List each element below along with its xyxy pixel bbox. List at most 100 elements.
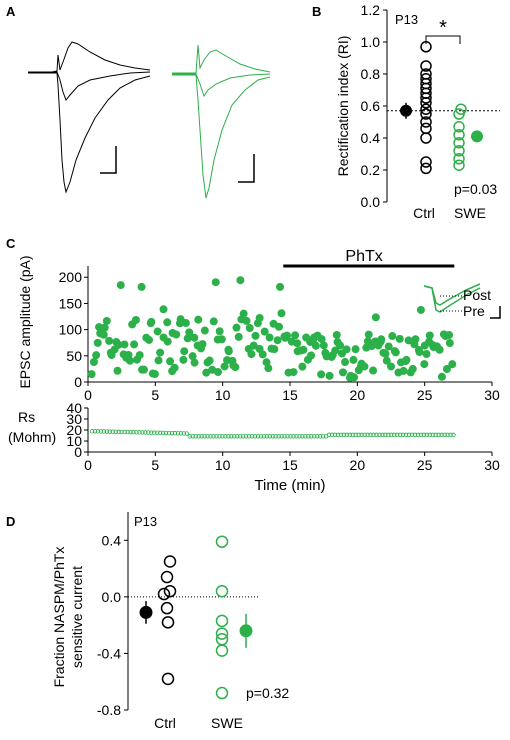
- panel-c-epsc-point: [156, 348, 165, 357]
- panel-c-rs-point: [394, 432, 400, 438]
- panel-c-rs-point: [439, 432, 444, 438]
- panel-c-top-x-tick-label: 15: [282, 387, 298, 403]
- panel-c-rs-point: [306, 434, 311, 439]
- panel-c-rs-point: [163, 430, 169, 436]
- panel-c-epsc-point: [140, 365, 149, 374]
- panel-c-bottom-y-tick-label: 20: [66, 422, 82, 438]
- panel-c-epsc-point: [92, 351, 101, 360]
- panel-c-epsc-point: [298, 362, 307, 371]
- panel-c-epsc-point: [234, 332, 243, 341]
- panel-c-rs-point: [451, 432, 456, 438]
- panel-c-rs-point: [380, 432, 385, 438]
- panel-c-rs-point: [255, 434, 261, 439]
- panel-c-epsc-point: [147, 317, 156, 326]
- panel-c-rs-point: [332, 432, 338, 438]
- panel-c-bottom-y-tick-label: 10: [66, 433, 82, 449]
- panel-c-rs-point: [252, 434, 258, 439]
- panel-c-rs-point: [392, 432, 397, 438]
- panel-c-rs-point: [344, 432, 350, 438]
- panel-c-epsc-point: [251, 331, 260, 340]
- panel-c-epsc-point: [224, 347, 233, 356]
- panel-c-rs-point: [383, 432, 388, 438]
- panel-c-rs-point: [140, 430, 145, 435]
- panel-d-y-tick-label: -0.8: [97, 702, 121, 718]
- panel-c-epsc-point: [382, 356, 391, 365]
- panel-c-bottom-y-label-line1: Rs: [18, 409, 35, 425]
- panel-b-sig-star: *: [439, 17, 447, 39]
- panel-d-point-swe: [215, 644, 229, 657]
- panel-c-rs-point: [160, 430, 166, 436]
- panel-c-epsc-point: [325, 371, 334, 380]
- panel-d-point-ctrl: [160, 570, 174, 584]
- panel-c-rs-point: [196, 434, 201, 439]
- panel-c-top-x-tick-label: 25: [417, 387, 433, 403]
- panel-c-epsc-point: [364, 330, 373, 339]
- panel-c-epsc-point: [336, 341, 345, 350]
- panel-b-point-ctrl: [420, 156, 432, 168]
- panel-c-epsc-point: [217, 335, 226, 344]
- panel-c-rs-point: [347, 432, 352, 438]
- panel-d-point-ctrl: [163, 555, 177, 568]
- panel-c-epsc-point: [293, 339, 302, 348]
- panel-c-epsc-point: [395, 334, 404, 343]
- panel-c-epsc-point: [200, 326, 209, 335]
- panel-d-point-ctrl: [163, 584, 177, 598]
- panel-c-epsc-point: [105, 336, 114, 345]
- panel-c-rs-point: [137, 430, 142, 435]
- panel-c-epsc-point: [205, 356, 214, 365]
- panel-c-epsc-point: [391, 348, 400, 357]
- panel-label-a: A: [6, 4, 16, 19]
- panel-c-rs-point: [110, 429, 115, 434]
- panel-c-rs-point: [101, 429, 107, 434]
- panel-c-rs-point: [442, 432, 447, 438]
- panel-b-point-ctrl: [420, 122, 432, 135]
- panel-c-epsc-point: [180, 347, 189, 356]
- panel-c-rs-point: [288, 434, 293, 439]
- panel-c-rs-point: [220, 434, 225, 439]
- panel-c-rs-point: [341, 432, 347, 438]
- panel-c-epsc-point: [332, 330, 341, 339]
- panel-d-y-label-line1: Fraction NASPM/PhTx: [51, 547, 67, 688]
- panel-c-epsc-point: [99, 330, 108, 339]
- panel-a-swe-scalebar: [238, 154, 255, 183]
- panel-c-rs-point: [371, 432, 376, 438]
- panel-b-sig-bracket: [425, 35, 461, 44]
- panel-d-category-swe: SWE: [211, 715, 243, 731]
- panel-d-point-ctrl: [160, 601, 174, 615]
- panel-c-rs-point: [208, 434, 213, 439]
- panel-c-epsc-point: [247, 350, 256, 359]
- panel-b-point-ctrl: [420, 162, 432, 175]
- panel-c-epsc-point: [153, 327, 162, 336]
- panel-c-epsc-point: [422, 350, 431, 359]
- panel-c-rs-point: [356, 432, 361, 438]
- panel-c-epsc-point: [350, 373, 359, 382]
- panel-c-top-y-tick-label: 50: [66, 348, 82, 364]
- panel-b-point-swe: [453, 108, 465, 120]
- panel-c-bottom-y-label-line2: (Mohm): [8, 429, 56, 445]
- panel-c-bottom-x-tick-label: 30: [484, 457, 500, 473]
- panel-c-rs-point: [113, 429, 118, 434]
- panel-c-rs-point: [368, 432, 373, 438]
- panel-c-bottom-x-tick-label: 0: [84, 457, 92, 473]
- panel-c-epsc-point: [371, 313, 380, 322]
- panel-c-epsc-point: [291, 331, 300, 340]
- panel-c-inset-scalebar: [490, 306, 501, 319]
- panel-c-epsc-point: [444, 330, 453, 339]
- panel-b-mean-ctrl: [400, 104, 412, 117]
- panel-c-epsc-point: [116, 281, 125, 290]
- panel-c-rs-point: [92, 429, 98, 434]
- panel-c-rs-point: [128, 429, 133, 435]
- panel-b-mean-swe: [471, 130, 483, 143]
- panel-b-point-swe: [453, 121, 465, 133]
- panel-c-epsc-point: [236, 276, 245, 285]
- panel-c-epsc-point: [442, 364, 451, 373]
- panel-c-rs-point: [223, 434, 228, 439]
- panel-b-point-ctrl: [420, 132, 432, 144]
- panel-c-rs-point: [427, 432, 432, 438]
- panel-b-y-tick-label: 1.0: [361, 34, 381, 50]
- panel-c-top-x-tick-label: 5: [151, 387, 159, 403]
- panel-c-rs-point: [232, 434, 237, 439]
- panel-c-rs-point: [315, 434, 320, 439]
- panel-c-epsc-point: [317, 370, 326, 379]
- panel-c-epsc-point: [416, 305, 425, 314]
